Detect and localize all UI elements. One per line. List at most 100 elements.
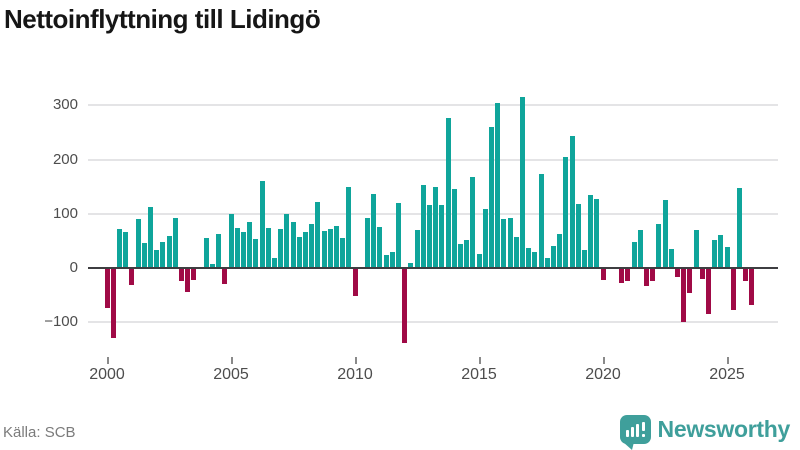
bar-positive bbox=[229, 214, 235, 268]
bar-positive bbox=[421, 185, 427, 268]
gridline bbox=[88, 104, 778, 106]
newsworthy-logo: Newsworthy bbox=[619, 411, 791, 450]
bar-positive bbox=[371, 194, 377, 268]
bar-negative bbox=[179, 269, 185, 281]
y-axis-tick-label: 0 bbox=[69, 259, 78, 276]
bar-positive bbox=[656, 224, 662, 268]
bar-positive bbox=[160, 242, 166, 268]
bar-positive bbox=[148, 207, 154, 268]
bar-positive bbox=[737, 188, 743, 268]
bar-positive bbox=[253, 239, 259, 268]
bar-positive bbox=[669, 249, 675, 268]
bar-positive bbox=[725, 247, 731, 268]
bar-negative bbox=[185, 269, 191, 292]
bar-positive bbox=[241, 232, 247, 268]
bar-positive bbox=[712, 240, 718, 268]
bar-negative bbox=[644, 269, 650, 286]
bar-positive bbox=[210, 264, 216, 268]
page-title: Nettoinflyttning till Lidingö bbox=[4, 4, 321, 34]
bar-negative bbox=[111, 269, 117, 338]
bar-positive bbox=[439, 205, 445, 268]
x-axis-tick-label: 2020 bbox=[585, 366, 621, 383]
bar-positive bbox=[235, 228, 241, 268]
bar-positive bbox=[346, 187, 352, 268]
bar-positive bbox=[638, 230, 644, 268]
bar-positive bbox=[340, 238, 346, 268]
bar-positive bbox=[694, 230, 700, 268]
bar-positive bbox=[278, 229, 284, 268]
gridline bbox=[88, 321, 778, 323]
bar-positive bbox=[501, 219, 507, 268]
bar-positive bbox=[247, 222, 253, 268]
x-axis-tick bbox=[231, 357, 233, 364]
bar-negative bbox=[681, 269, 687, 322]
bar-positive bbox=[117, 229, 123, 268]
x-axis-tick bbox=[355, 357, 357, 364]
bar-negative bbox=[619, 269, 625, 283]
bar-positive bbox=[291, 222, 297, 268]
bar-positive bbox=[216, 234, 222, 268]
bar-positive bbox=[328, 229, 334, 268]
newsworthy-wordmark: Newsworthy bbox=[657, 415, 791, 442]
bar-positive bbox=[458, 244, 464, 268]
bar-negative bbox=[129, 269, 135, 285]
bar-negative bbox=[749, 269, 755, 305]
bar-positive bbox=[415, 230, 421, 268]
y-axis-tick-label: 300 bbox=[52, 96, 78, 113]
x-axis-tick-label: 2015 bbox=[461, 366, 497, 383]
x-axis-tick-label: 2005 bbox=[213, 366, 249, 383]
bar-positive bbox=[136, 219, 142, 268]
bar-negative bbox=[650, 269, 656, 281]
source-label: Källa: SCB bbox=[3, 424, 76, 441]
bar-positive bbox=[433, 187, 439, 268]
bar-positive bbox=[520, 97, 526, 268]
bar-positive bbox=[365, 218, 371, 268]
bar-positive bbox=[663, 200, 669, 268]
bar-positive bbox=[588, 195, 594, 268]
bar-positive bbox=[284, 214, 290, 268]
x-axis-tick-label: 2010 bbox=[337, 366, 373, 383]
bar-positive bbox=[309, 224, 315, 268]
bar-positive bbox=[154, 250, 160, 268]
bar-positive bbox=[514, 237, 520, 268]
bar-positive bbox=[464, 240, 470, 268]
bar-positive bbox=[483, 209, 489, 268]
bar-positive bbox=[545, 258, 551, 268]
bar-positive bbox=[204, 238, 210, 268]
bar-positive bbox=[489, 127, 495, 268]
y-axis-tick-label: −100 bbox=[44, 313, 78, 330]
x-axis-tick bbox=[107, 357, 109, 364]
x-axis-tick bbox=[603, 357, 605, 364]
bar-positive bbox=[266, 228, 272, 268]
bar-positive bbox=[594, 199, 600, 268]
x-axis-tick bbox=[727, 357, 729, 364]
x-axis-tick bbox=[479, 357, 481, 364]
bar-positive bbox=[322, 231, 328, 268]
bar-chart-speech-bubble-icon bbox=[619, 414, 651, 450]
bar-positive bbox=[142, 243, 148, 268]
bar-positive bbox=[557, 234, 563, 268]
bar-negative bbox=[222, 269, 228, 284]
bar-positive bbox=[477, 254, 483, 268]
x-axis-tick-label: 2025 bbox=[709, 366, 745, 383]
logo-bar-3 bbox=[635, 423, 639, 437]
bar-negative bbox=[601, 269, 607, 280]
bar-negative bbox=[402, 269, 408, 343]
bar-positive bbox=[173, 218, 179, 268]
bar-positive bbox=[508, 218, 514, 268]
bar-negative bbox=[743, 269, 749, 281]
bar-positive bbox=[495, 103, 501, 268]
bar-positive bbox=[452, 189, 458, 268]
bar-negative bbox=[700, 269, 706, 279]
gridline bbox=[88, 159, 778, 161]
bar-positive bbox=[390, 252, 396, 268]
bar-positive bbox=[303, 232, 309, 268]
bar-positive bbox=[718, 235, 724, 268]
bar-positive bbox=[532, 252, 538, 268]
bar-positive bbox=[526, 248, 532, 268]
bar-negative bbox=[687, 269, 693, 293]
bar-positive bbox=[297, 237, 303, 268]
bar-negative bbox=[625, 269, 631, 281]
bar-negative bbox=[675, 269, 681, 277]
